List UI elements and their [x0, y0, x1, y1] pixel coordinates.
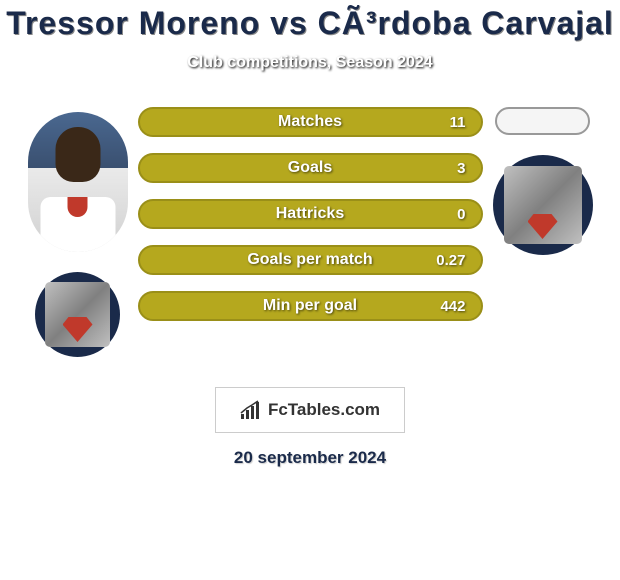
stat-label: Hattricks — [276, 205, 344, 223]
stat-bar-hattricks: Hattricks 0 — [138, 199, 483, 229]
stats-column: Matches 11 Goals 3 Hattricks 0 Goals per… — [138, 107, 483, 321]
brand-box[interactable]: FcTables.com — [215, 387, 405, 433]
subtitle: Club competitions, Season 2024 — [0, 54, 620, 72]
stat-value: 11 — [450, 114, 466, 131]
chart-icon — [240, 400, 260, 420]
comparison-row: Matches 11 Goals 3 Hattricks 0 Goals per… — [0, 107, 620, 357]
stat-label: Goals per match — [247, 251, 372, 269]
page-title: Tressor Moreno vs CÃ³rdoba Carvajal — [0, 5, 620, 42]
stat-value: 0 — [457, 206, 465, 223]
stat-label: Matches — [278, 113, 342, 131]
date-text: 20 september 2024 — [234, 448, 386, 468]
stat-bar-matches: Matches 11 — [138, 107, 483, 137]
stat-value: 3 — [457, 160, 465, 177]
stat-bar-goals: Goals 3 — [138, 153, 483, 183]
stat-label: Goals — [288, 159, 332, 177]
stat-bar-goals-per-match: Goals per match 0.27 — [138, 245, 483, 275]
stat-label: Min per goal — [263, 297, 357, 315]
player-photo-left — [28, 112, 128, 252]
club-badge-right — [493, 155, 593, 255]
stat-bar-min-per-goal: Min per goal 442 — [138, 291, 483, 321]
left-player-column — [28, 112, 128, 357]
brand-text: FcTables.com — [268, 400, 380, 420]
footer: FcTables.com 20 september 2024 — [0, 387, 620, 468]
right-player-column — [493, 107, 593, 255]
stat-value: 0.27 — [436, 252, 465, 269]
player-photo-right-placeholder — [495, 107, 590, 135]
stat-value: 442 — [440, 298, 465, 315]
club-badge-left — [35, 272, 120, 357]
